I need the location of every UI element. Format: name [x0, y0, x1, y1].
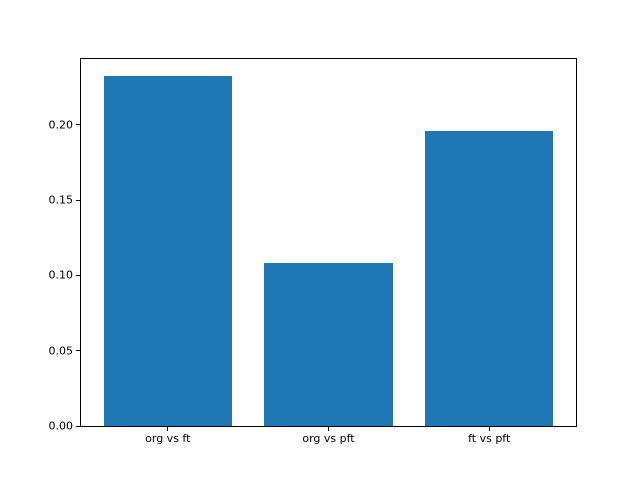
- bar-org-vs-pft: [264, 263, 393, 426]
- y-tick-mark: [76, 124, 80, 126]
- x-tick-label: org vs pft: [302, 432, 355, 445]
- x-tick-label: org vs ft: [145, 432, 191, 445]
- x-tick-label: ft vs pft: [468, 432, 511, 445]
- x-tick-mark: [328, 427, 329, 431]
- y-tick-label: 0.00: [48, 419, 74, 433]
- bar-ft-vs-pft: [424, 130, 554, 426]
- bar-org-vs-ft: [103, 76, 233, 426]
- y-tick-label: 0.15: [48, 193, 74, 207]
- x-tick-mark: [488, 427, 490, 431]
- y-tick-mark: [76, 350, 80, 352]
- y-tick-label: 0.20: [48, 118, 74, 132]
- y-tick-label: 0.10: [48, 268, 74, 282]
- y-tick-mark: [76, 425, 80, 427]
- y-tick-mark: [76, 274, 80, 276]
- y-tick-label: 0.05: [48, 344, 74, 358]
- y-tick-mark: [76, 199, 80, 201]
- x-tick-mark: [167, 427, 169, 431]
- plot-area: 0.00 0.05 0.10 0.15 0.20 org vs ft org vs pft f…: [49, 58, 577, 444]
